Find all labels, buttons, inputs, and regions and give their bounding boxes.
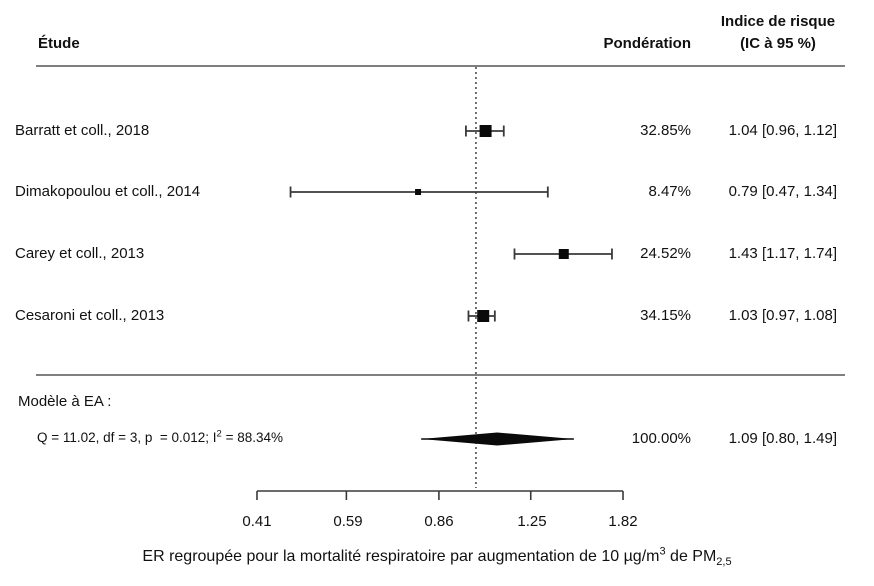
study-weight: 8.47% xyxy=(648,183,691,200)
caption-mid: de PM xyxy=(665,548,717,565)
heterogeneity-prefix: Q = 11.02, df = 3, p = 0.012; I xyxy=(37,430,217,445)
header-divider-rule xyxy=(36,65,845,67)
column-header-effect-line2: (IC à 95 %) xyxy=(740,35,816,52)
heterogeneity-stats: Q = 11.02, df = 3, p = 0.012; I2 = 88.34… xyxy=(37,428,283,445)
axis-tick-label: 0.41 xyxy=(242,513,272,530)
axis-tick-label: 0.59 xyxy=(333,513,363,530)
caption: ER regroupée pour la mortalité respirato… xyxy=(0,545,874,569)
caption-superscript: 3 xyxy=(659,545,666,558)
heterogeneity-suffix: = 88.34% xyxy=(221,430,283,445)
column-header-weight: Pondération xyxy=(603,35,691,52)
summary-weight: 100.00% xyxy=(631,430,691,447)
model-label: Modèle à EA : xyxy=(18,393,112,410)
study-label: Carey et coll., 2013 xyxy=(15,245,145,262)
heterogeneity-superscript: 2 xyxy=(216,428,222,440)
axis-tick-label: 1.82 xyxy=(608,513,638,530)
study-label: Dimakopoulou et coll., 2014 xyxy=(15,183,201,200)
column-header-effect-line1: Indice de risque xyxy=(720,13,836,30)
study-effect: 1.04 [0.96, 1.12] xyxy=(728,122,837,139)
summary-divider-rule xyxy=(36,374,845,376)
study-label: Cesaroni et coll., 2013 xyxy=(15,307,165,324)
study-weight: 32.85% xyxy=(640,122,691,139)
summary-effect: 1.09 [0.80, 1.49] xyxy=(728,430,837,447)
study-label: Barratt et coll., 2018 xyxy=(15,122,150,139)
study-effect: 0.79 [0.47, 1.34] xyxy=(728,183,837,200)
axis-tick-label: 1.25 xyxy=(517,513,547,530)
study-weight: 34.15% xyxy=(640,307,691,324)
study-weight: 24.52% xyxy=(640,245,691,262)
column-header-study: Étude xyxy=(38,35,80,52)
column-header-effect: Indice de risque (IC à 95 %) xyxy=(697,11,859,55)
axis-tick-label: 0.86 xyxy=(424,513,454,530)
caption-text: ER regroupée pour la mortalité respirato… xyxy=(142,548,660,565)
study-effect: 1.43 [1.17, 1.74] xyxy=(728,245,837,262)
study-effect: 1.03 [0.97, 1.08] xyxy=(728,307,837,324)
caption-subscript: 2,5 xyxy=(716,556,732,569)
